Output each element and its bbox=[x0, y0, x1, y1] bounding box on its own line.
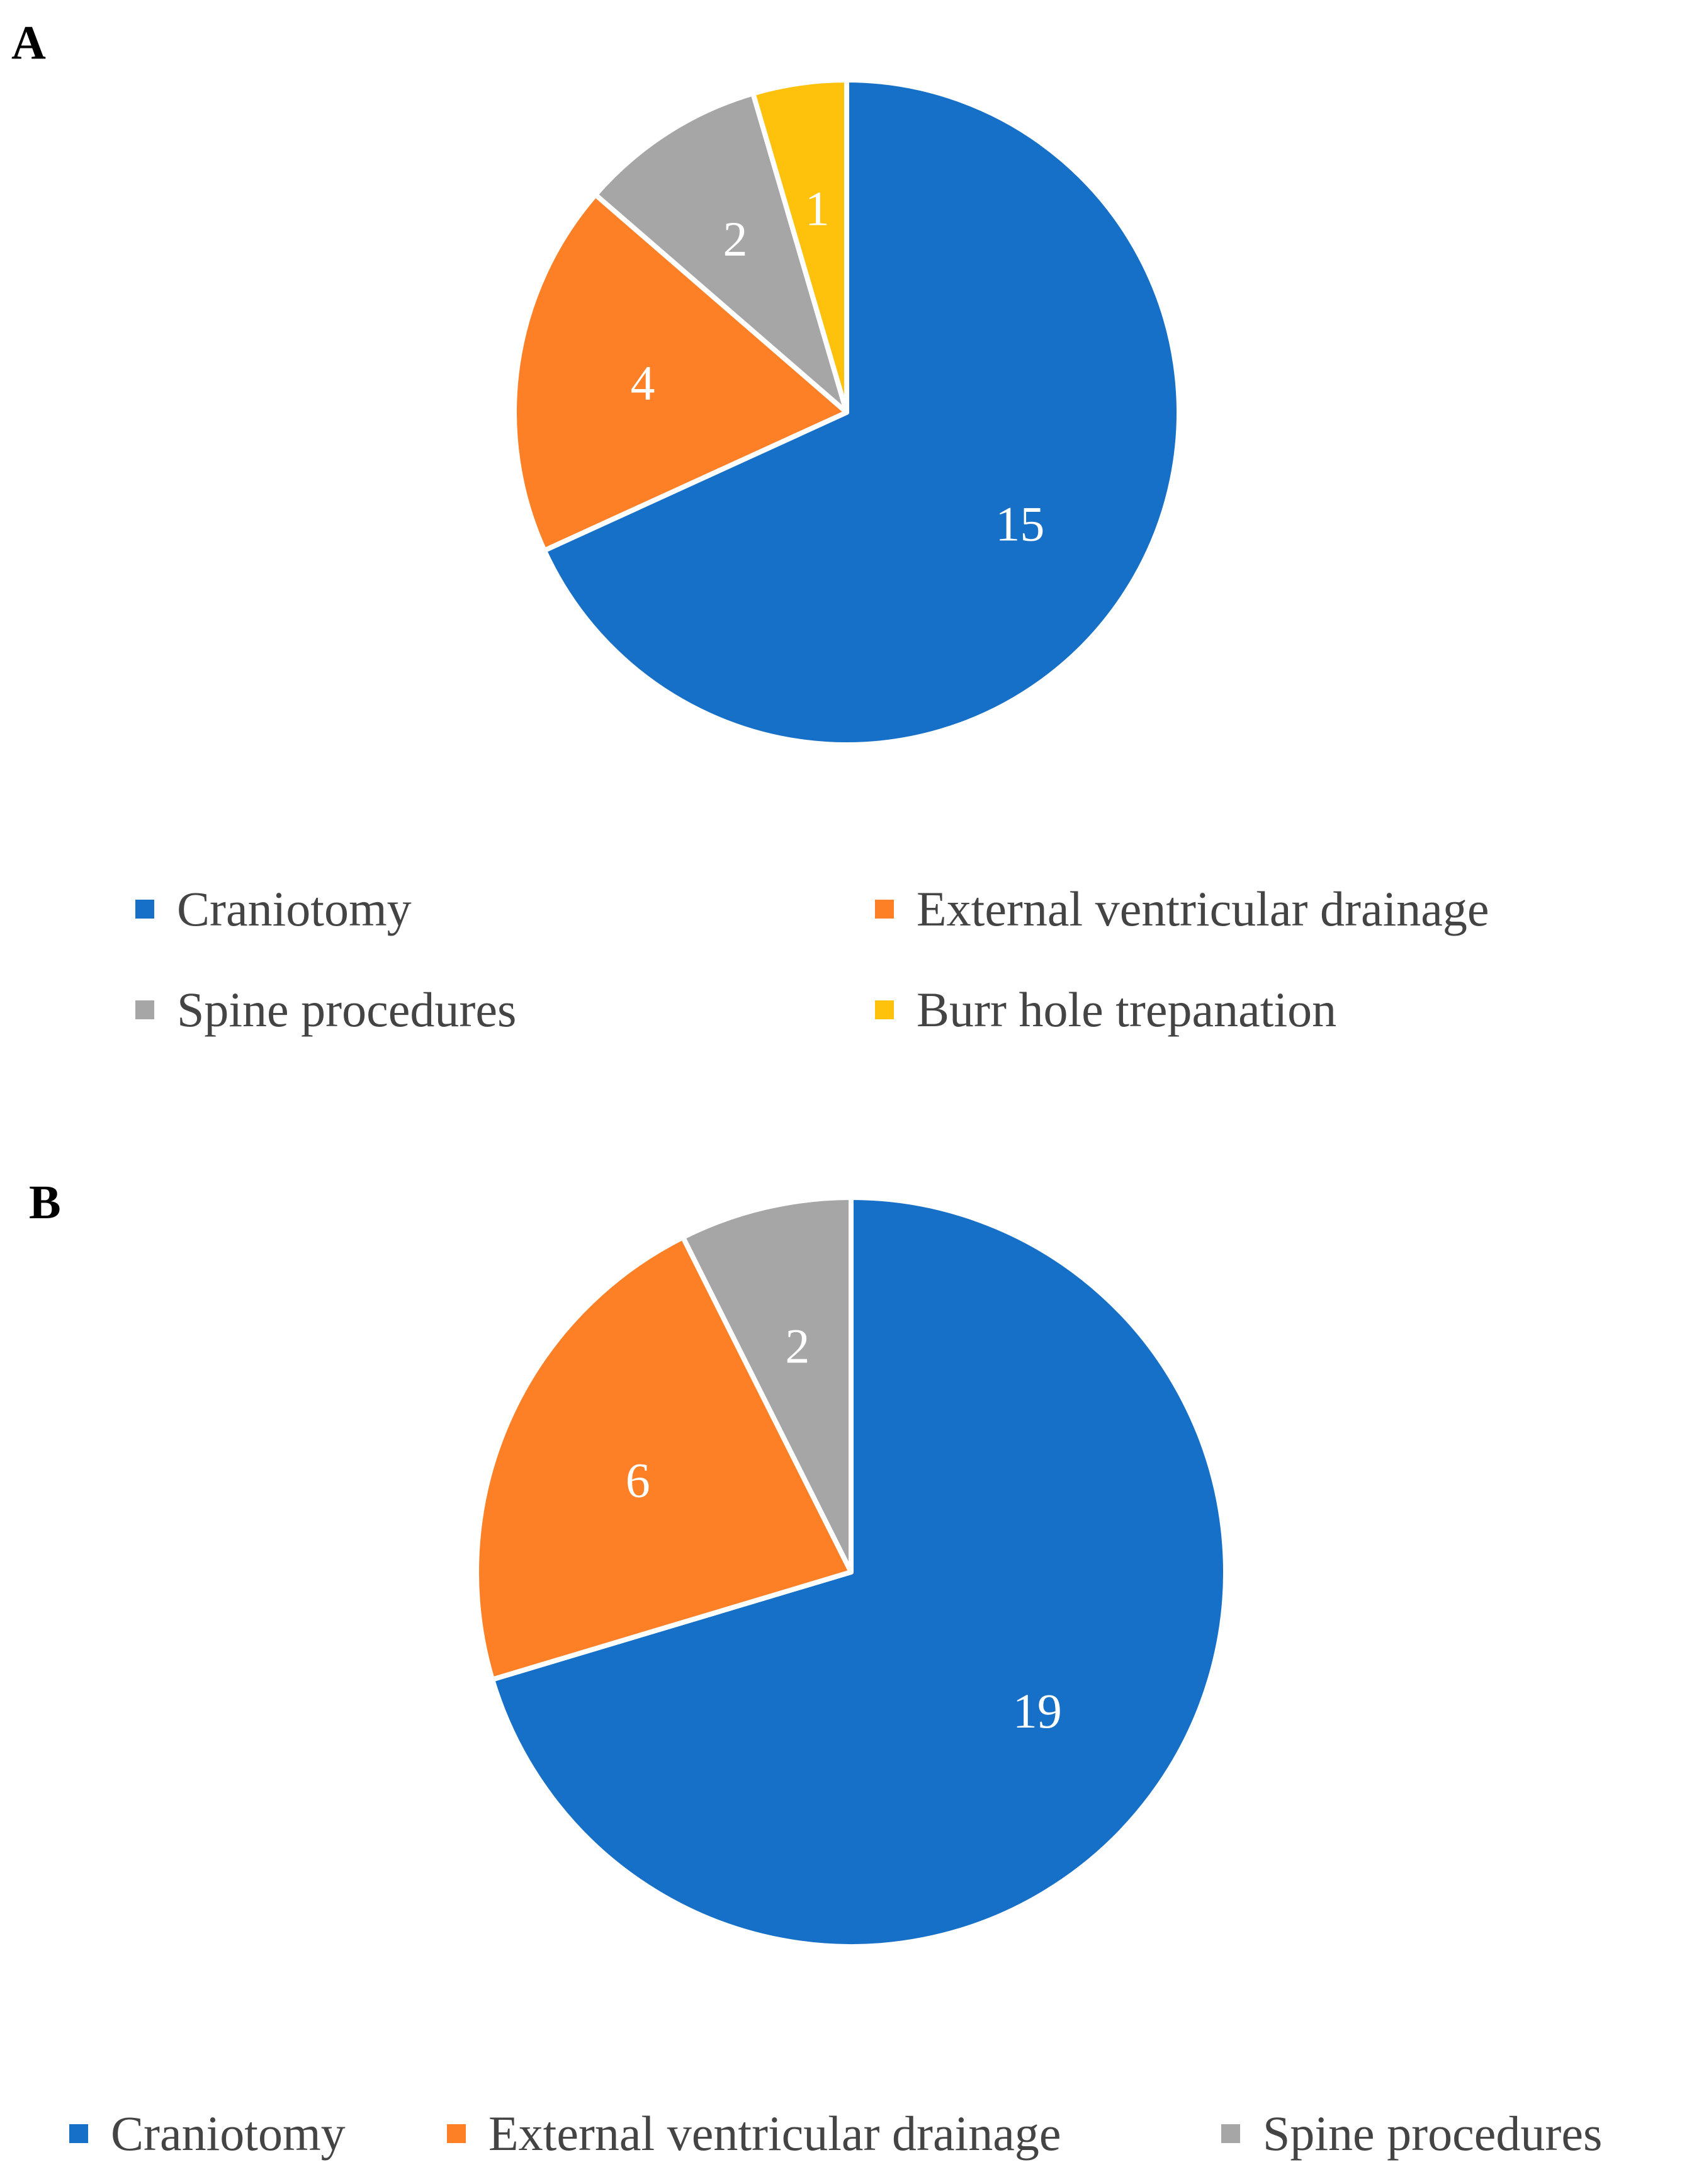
legend-a-swatch-evd bbox=[875, 900, 894, 919]
pie-b-data-label-external-ventricular-drainage: 6 bbox=[626, 1452, 650, 1507]
legend-a-item-craniotomy: Craniotomy bbox=[135, 885, 412, 934]
legend-a-label-spine: Spine procedures bbox=[177, 982, 517, 1037]
panel-label-b: B bbox=[29, 1176, 61, 1229]
legend-a-label-craniotomy: Craniotomy bbox=[177, 881, 412, 936]
pie-b-data-label-spine-procedures: 2 bbox=[785, 1319, 810, 1374]
legend-a-swatch-craniotomy bbox=[135, 900, 154, 919]
pie-a-slice-craniotomy bbox=[541, 77, 1182, 747]
legend-a-swatch-spine bbox=[135, 1000, 154, 1019]
legend-b-swatch-craniotomy bbox=[69, 2124, 88, 2143]
legend-a-item-spine: Spine procedures bbox=[135, 985, 516, 1034]
panel-label-a: A bbox=[11, 16, 46, 69]
legend-b-label-craniotomy: Craniotomy bbox=[111, 2106, 346, 2161]
pie-a-data-label-craniotomy: 15 bbox=[995, 496, 1044, 551]
legend-b-item-craniotomy: Craniotomy bbox=[69, 2109, 346, 2158]
pie-a-data-label-external-ventricular-drainage: 4 bbox=[630, 356, 655, 410]
pie-b-slice-craniotomy bbox=[489, 1195, 1228, 1949]
pie-chart-a: 15 4 2 1 bbox=[512, 77, 1182, 747]
pie-b-data-label-craniotomy: 19 bbox=[1013, 1683, 1062, 1738]
pie-a-slice-spine-procedures bbox=[592, 91, 849, 415]
legend-a-item-evd: External ventricular drainage bbox=[875, 885, 1489, 934]
legend-b-label-evd: External ventricular drainage bbox=[488, 2106, 1061, 2161]
legend-a-swatch-burr-hole bbox=[875, 1000, 894, 1019]
pie-a-slice-burr-hole-trepanation bbox=[750, 77, 849, 415]
legend-b-swatch-spine bbox=[1221, 2124, 1240, 2143]
legend-a-label-evd: External ventricular drainage bbox=[917, 881, 1489, 936]
legend-b-swatch-evd bbox=[447, 2124, 466, 2143]
pie-a-slice-external-ventricular-drainage bbox=[512, 192, 849, 553]
pie-a-data-label-spine-procedures: 2 bbox=[723, 212, 748, 266]
legend-a-label-burr-hole: Burr hole trepanation bbox=[917, 982, 1337, 1037]
legend-b-label-spine: Spine procedures bbox=[1263, 2106, 1603, 2161]
legend-a-item-burr-hole: Burr hole trepanation bbox=[875, 985, 1336, 1034]
pie-b-slice-external-ventricular-drainage bbox=[474, 1235, 854, 1682]
legend-b-item-evd: External ventricular drainage bbox=[447, 2109, 1061, 2158]
legend-b-item-spine: Spine procedures bbox=[1221, 2109, 1602, 2158]
pie-b-slice-spine-procedures bbox=[680, 1195, 854, 1575]
pie-a-data-label-burr-hole-trepanation: 1 bbox=[805, 181, 830, 235]
